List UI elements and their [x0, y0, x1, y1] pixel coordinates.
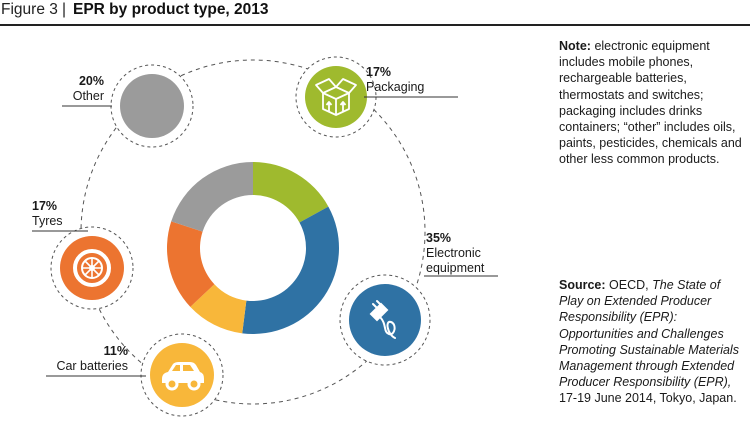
chart-title: EPR by product type, 2013	[73, 1, 269, 18]
dashed-track	[80, 59, 426, 405]
icon-disc-electronic-equipment	[349, 284, 421, 356]
icon-disc-other	[120, 74, 184, 138]
figure-header: Figure 3 | EPR by product type, 2013	[0, 0, 750, 22]
label-electronic-name: Electronic equipment	[426, 246, 485, 275]
plug-icon	[369, 300, 396, 339]
icon-rings	[50, 56, 431, 417]
label-car-batteries: 11% Car batteries	[46, 344, 128, 374]
label-packaging-name: Packaging	[366, 80, 425, 94]
donut-slice-other	[171, 162, 253, 232]
label-car-batteries-percent: 11%	[103, 344, 128, 358]
donut-slice-packaging	[253, 162, 329, 223]
label-packaging: 17% Packaging	[366, 65, 424, 95]
label-electronic-percent: 35%	[426, 231, 452, 245]
figure-label: Figure 3	[1, 1, 58, 18]
label-other-percent: 20%	[78, 74, 104, 88]
category-icons	[73, 78, 396, 391]
icon-disc-packaging	[305, 66, 367, 128]
note-label: Note:	[559, 39, 591, 53]
figure-separator: |	[62, 1, 67, 18]
box-icon	[315, 78, 357, 116]
donut-slice-electronic-equipment	[242, 206, 339, 334]
note-text: electronic equipment includes mobile pho…	[559, 39, 742, 167]
donut-slice-car-batteries	[190, 284, 247, 334]
tyre-icon	[73, 249, 111, 287]
label-tyres-name: Tyres	[32, 214, 63, 228]
connector-lines	[80, 59, 426, 405]
source-label: Source:	[559, 278, 606, 292]
label-packaging-percent: 17%	[366, 65, 392, 79]
source-details: 17-19 June 2014, Tokyo, Japan.	[559, 391, 737, 406]
label-other: 20% Other	[72, 74, 104, 104]
donut-slice-tyres	[167, 221, 215, 307]
header-rule	[0, 24, 750, 26]
car-icon	[162, 362, 204, 391]
note-block: Note: electronic equipment includes mobi…	[559, 38, 747, 168]
leader-lines	[32, 96, 498, 377]
source-title: The State of Play on Extended Producer R…	[559, 278, 739, 390]
label-car-batteries-name: Car batteries	[56, 359, 128, 373]
label-tyres: 17% Tyres	[32, 199, 63, 229]
donut-slices	[167, 162, 339, 334]
donut-chart	[32, 56, 498, 417]
source-block: Source: OECD, The State of Play on Exten…	[559, 277, 747, 407]
source-org: OECD,	[609, 278, 649, 292]
label-electronic: 35% Electronic equipment	[426, 231, 506, 276]
label-tyres-percent: 17%	[32, 199, 58, 213]
label-other-name: Other	[72, 89, 104, 103]
